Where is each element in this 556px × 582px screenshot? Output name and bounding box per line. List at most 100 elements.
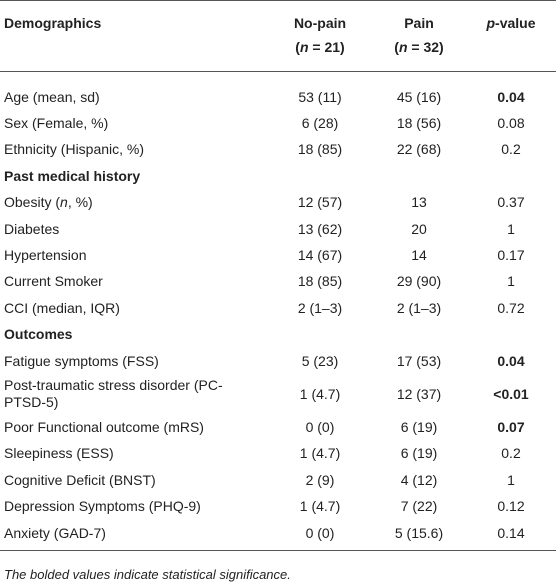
text-segment: Sex (Female, %) [4, 115, 109, 132]
value-cell: 2 (1–3) [396, 299, 442, 316]
value-cell: 0 (0) [305, 418, 335, 435]
text-segment: Depression Symptoms (PHQ-9) [4, 498, 201, 515]
value-cell: 17 (53) [396, 352, 442, 369]
value-cell: 45 (16) [396, 88, 442, 105]
text-segment: n [299, 39, 309, 55]
row-label: Fatigue symptoms (FSS) [0, 348, 268, 374]
text-segment: Demographics [4, 15, 102, 31]
value-cell: 18 (85) [297, 141, 343, 158]
text-segment: Anxiety (GAD-7) [4, 524, 106, 541]
row-label: Sleepiness (ESS) [0, 441, 268, 467]
data-row: Anxiety (GAD-7) 0 (0) 5 (15.6) 0.14 [0, 520, 556, 551]
text-segment: Cognitive Deficit (BNST) [4, 471, 156, 488]
p-value: 0.04 [497, 352, 525, 369]
row-label: Diabetes [0, 216, 268, 242]
text-segment: No-pain [293, 15, 347, 31]
header-cell: p-value [466, 1, 556, 72]
value-cell: 6 (19) [400, 445, 438, 462]
text-segment: Sleepiness (ESS) [4, 445, 114, 462]
section-row: Past medical history [0, 163, 556, 189]
text-segment: n [398, 39, 408, 55]
header-cell: Demographics [0, 1, 268, 72]
section-row: Outcomes [0, 322, 556, 348]
header-line: (n = 21) [272, 35, 368, 59]
value-cell: 7 (22) [400, 498, 438, 515]
text-segment: Obesity ( [4, 194, 61, 211]
data-table: Demographics No-pain (n = 21) Pain (n = 32) p… [0, 0, 556, 551]
row-label: Age (mean, sd) [0, 72, 268, 111]
text-segment: Fatigue symptoms (FSS) [4, 352, 159, 369]
value-cell: 1 (4.7) [299, 498, 341, 515]
value-cell: 12 (37) [396, 385, 442, 402]
p-value: 1 [507, 220, 515, 237]
value-cell: 14 (67) [297, 247, 343, 264]
data-row: Age (mean, sd) 53 (11) 45 (16) 0.04 [0, 72, 556, 111]
data-row: Ethnicity (Hispanic, %) 18 (85) 22 (68) 0.2 [0, 137, 556, 163]
value-cell: 1 (4.7) [299, 385, 341, 402]
data-row: Sleepiness (ESS) 1 (4.7) 6 (19) 0.2 [0, 441, 556, 467]
data-row: Sex (Female, %) 6 (28) 18 (56) 0.08 [0, 110, 556, 136]
data-row: Diabetes 13 (62) 20 1 [0, 216, 556, 242]
row-label: Obesity (n, %) [0, 190, 268, 216]
row-label: Cognitive Deficit (BNST) [0, 467, 268, 493]
row-label: Poor Functional outcome (mRS) [0, 414, 268, 440]
value-cell: 22 (68) [396, 141, 442, 158]
row-label: Sex (Female, %) [0, 110, 268, 136]
text-segment: Poor Functional outcome (mRS) [4, 418, 204, 435]
p-value: 1 [507, 471, 515, 488]
data-row: Hypertension 14 (67) 14 0.17 [0, 242, 556, 268]
p-value: 0.37 [497, 194, 525, 211]
text-segment: n [60, 194, 68, 211]
text-segment: ( [394, 39, 399, 55]
data-row: CCI (median, IQR) 2 (1–3) 2 (1–3) 0.72 [0, 295, 556, 321]
value-cell: 12 (57) [297, 194, 343, 211]
value-cell: 29 (90) [396, 273, 442, 290]
row-label: Current Smoker [0, 269, 268, 295]
section-label: Outcomes [4, 326, 73, 343]
value-cell: 5 (23) [301, 352, 339, 369]
value-cell: 18 (85) [297, 273, 343, 290]
text-segment: , %) [67, 194, 93, 211]
section-label: Past medical history [4, 167, 141, 184]
value-cell: 18 (56) [396, 115, 442, 132]
p-value: <0.01 [493, 385, 529, 402]
value-cell: 13 (62) [297, 220, 343, 237]
p-value: 0.2 [501, 141, 521, 158]
value-cell: 2 (9) [305, 471, 335, 488]
p-value: 0.04 [497, 88, 525, 105]
header-line: (n = 32) [376, 35, 462, 59]
value-cell: 6 (28) [301, 115, 339, 132]
text-segment: ( [295, 39, 300, 55]
value-cell: 2 (1–3) [297, 299, 343, 316]
table-body: Age (mean, sd) 53 (11) 45 (16) 0.04 Sex (Fem… [0, 72, 556, 551]
value-cell: 13 [411, 194, 427, 211]
header-row: Demographics No-pain (n = 21) Pain (n = 32) p… [0, 0, 556, 72]
text-segment: Current Smoker [4, 273, 103, 290]
p-value: 0.12 [497, 498, 525, 515]
value-cell: 6 (19) [400, 418, 438, 435]
header-cell: No-pain (n = 21) [268, 1, 372, 72]
p-value: 0.72 [497, 299, 525, 316]
row-label: CCI (median, IQR) [0, 295, 268, 321]
p-value: 1 [507, 273, 515, 290]
data-row: Cognitive Deficit (BNST) 2 (9) 4 (12) 1 [0, 467, 556, 493]
text-segment: p [486, 15, 496, 31]
value-cell: 14 [411, 247, 427, 264]
value-cell: 1 (4.7) [299, 445, 341, 462]
text-segment: Hypertension [4, 247, 87, 264]
text-segment: = 21) [308, 39, 345, 55]
data-row: Post-traumatic stress disorder (PC-PTSD-… [0, 374, 556, 414]
value-cell: 20 [411, 220, 427, 237]
data-row: Fatigue symptoms (FSS) 5 (23) 17 (53) 0.04 [0, 348, 556, 374]
text-segment: Pain [404, 15, 434, 31]
value-cell: 5 (15.6) [394, 524, 444, 541]
row-label: Anxiety (GAD-7) [0, 520, 268, 551]
row-label: Depression Symptoms (PHQ-9) [0, 493, 268, 519]
text-segment: Diabetes [4, 220, 60, 237]
header-cell: Pain (n = 32) [372, 1, 466, 72]
text-segment: -value [495, 15, 536, 31]
footnote: The bolded values indicate statistical s… [4, 567, 291, 582]
value-cell: 53 (11) [298, 88, 342, 105]
data-row: Current Smoker 18 (85) 29 (90) 1 [0, 269, 556, 295]
